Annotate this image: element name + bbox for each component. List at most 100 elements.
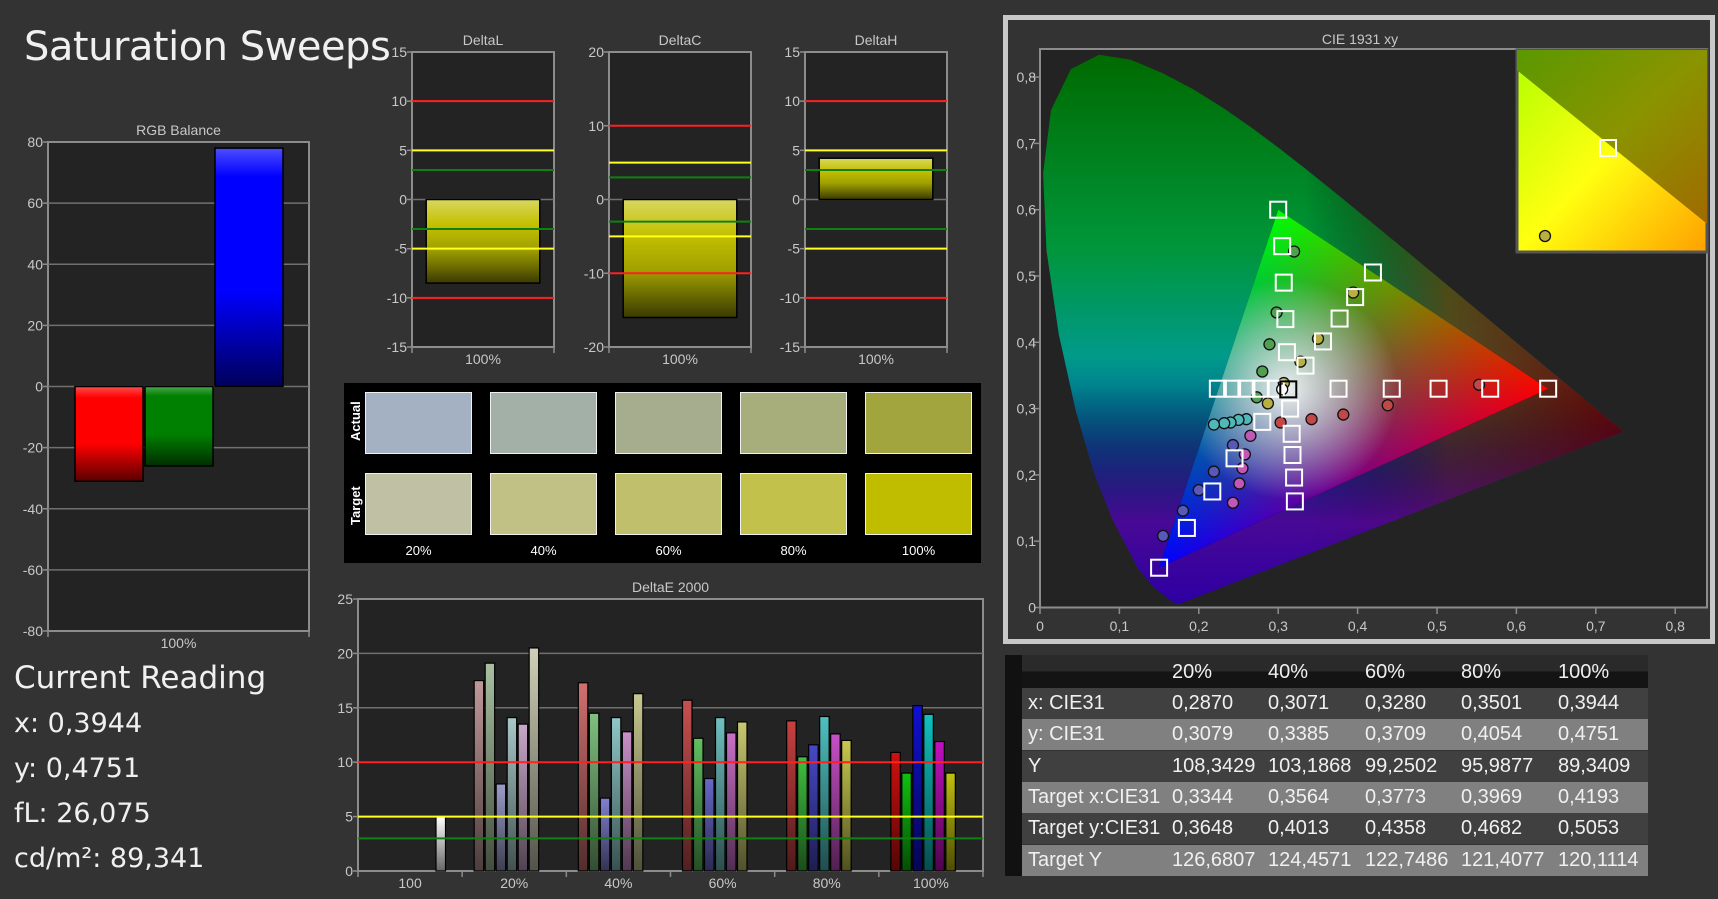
table-cell: 0,2870: [1172, 692, 1234, 714]
target-square: [1273, 237, 1292, 256]
table-cell: 0,3079: [1172, 723, 1234, 746]
deltae-bar: [890, 751, 901, 872]
measured-point: [1244, 429, 1257, 442]
target-row-label: Target: [348, 486, 363, 525]
swatch-label: 20%: [405, 543, 432, 558]
plot-area: [357, 598, 984, 872]
measured-point: [1156, 529, 1170, 543]
deltae-bar: [610, 716, 622, 872]
measured-point: [1337, 408, 1350, 421]
target-square: [1253, 412, 1272, 431]
chart-title: DeltaE 2000: [632, 579, 709, 595]
chart-title: RGB Balance: [136, 122, 221, 138]
measured-point: [1207, 418, 1221, 431]
deltae-bar: [808, 744, 819, 872]
measured-point: [1261, 397, 1275, 410]
target-swatch: [490, 473, 597, 535]
y-tick-label: 10: [337, 754, 353, 770]
zoom-inset: [1515, 48, 1709, 254]
white-point-glow: [1159, 209, 1549, 568]
measured-point: [1192, 483, 1205, 497]
color-swatch-panel: Actual Target 20% 40% 60% 80% 100%: [344, 383, 981, 563]
table-cell: 103,1868: [1268, 754, 1352, 777]
swatch-label: 60%: [655, 543, 682, 558]
measured-point: [1207, 465, 1221, 478]
deltae-bar: [692, 737, 704, 872]
x-tick-label: 0,4: [1348, 618, 1368, 634]
table-cell: 0,4054: [1461, 723, 1523, 746]
deltae-bar: [736, 721, 748, 872]
x-tick-label: 100%: [662, 351, 698, 367]
x-tick-label: 100%: [161, 635, 197, 651]
measured-point: [1305, 413, 1318, 426]
inset-outer-region: [1517, 50, 1707, 224]
target-square: [1282, 424, 1301, 443]
target-square: [1283, 446, 1302, 465]
reading-x: x: 0,3944: [14, 708, 143, 739]
y-tick-label: 20: [588, 44, 604, 60]
row-label: Y: [1028, 754, 1042, 777]
target-square: [1382, 379, 1401, 398]
y-tick-label: 5: [792, 142, 800, 158]
table-row: Y 108,3429 103,1868 99,2502 95,9877 89,3409: [1022, 750, 1648, 782]
y-tick-label: 0,2: [1017, 467, 1037, 483]
deltaH-bar: [818, 157, 934, 201]
y-tick-label: 0: [345, 863, 353, 879]
target-swatch: [365, 473, 472, 535]
x-tick-label: 0: [1036, 618, 1044, 634]
table-row: Target x:CIE31 0,3344 0,3564 0,3773 0,3969 0,…: [1022, 781, 1648, 813]
table-cell: 0,4751: [1558, 723, 1620, 746]
table-cell: 0,4682: [1461, 817, 1523, 840]
table-cell: 0,3773: [1365, 785, 1427, 808]
y-tick-label: 15: [784, 44, 800, 60]
deltae-bar: [588, 712, 600, 872]
y-tick-label: 0,7: [1017, 135, 1037, 151]
reading-y: y: 0,4751: [14, 753, 141, 784]
deltae-bar: [599, 797, 611, 872]
actual-swatch: [865, 392, 972, 454]
y-tick-label: -80: [23, 623, 43, 639]
deltae-bar: [435, 815, 447, 872]
deltae-bar: [506, 716, 518, 872]
column-header: 100%: [1558, 661, 1610, 683]
table-cell: 99,2502: [1365, 754, 1438, 777]
y-tick-label: 80: [27, 134, 43, 150]
actual-swatch: [490, 392, 597, 454]
y-tick-label: 0: [35, 379, 43, 395]
target-square: [1274, 273, 1293, 292]
measured-point: [1226, 496, 1240, 509]
y-tick-label: 0: [596, 192, 604, 208]
deltaL-bar: [425, 198, 541, 284]
table-cell: 0,3564: [1268, 785, 1330, 808]
current-reading-heading: Current Reading: [14, 660, 267, 696]
actual-swatch: [740, 392, 847, 454]
target-square: [1330, 309, 1349, 328]
measured-point: [1218, 417, 1231, 430]
deltae-bar: [725, 732, 737, 872]
deltae-bar: [912, 705, 923, 872]
y-tick-label: 0,1: [1017, 533, 1037, 549]
target-square: [1251, 379, 1270, 398]
table-header: 20% 40% 60% 80% 100%: [1022, 655, 1648, 688]
deltae-bar: [841, 739, 852, 872]
table-cell: 121,4077: [1461, 848, 1545, 871]
target-square: [1223, 379, 1242, 398]
y-tick-label: 10: [391, 93, 407, 109]
deltae-bar: [934, 740, 945, 872]
rgb-bar-green: [144, 385, 214, 467]
deltae-bar: [517, 723, 529, 872]
target-square: [1150, 558, 1169, 577]
deltaC-bar: [622, 198, 738, 319]
y-tick-label: -10: [387, 290, 407, 306]
y-tick-label: -10: [584, 265, 604, 281]
measured-point: [1226, 438, 1240, 452]
current-reading: Current Reading x: 0,3944 y: 0,4751 fL: …: [14, 660, 266, 888]
x-tick-label: 100: [398, 875, 422, 891]
target-swatch: [615, 473, 722, 535]
y-tick-label: 40: [27, 256, 43, 272]
measured-point: [1276, 383, 1289, 396]
y-tick-label: -5: [395, 241, 408, 257]
y-tick-label: 0,5: [1017, 268, 1037, 284]
target-square: [1177, 518, 1196, 537]
target-square: [1269, 200, 1288, 219]
